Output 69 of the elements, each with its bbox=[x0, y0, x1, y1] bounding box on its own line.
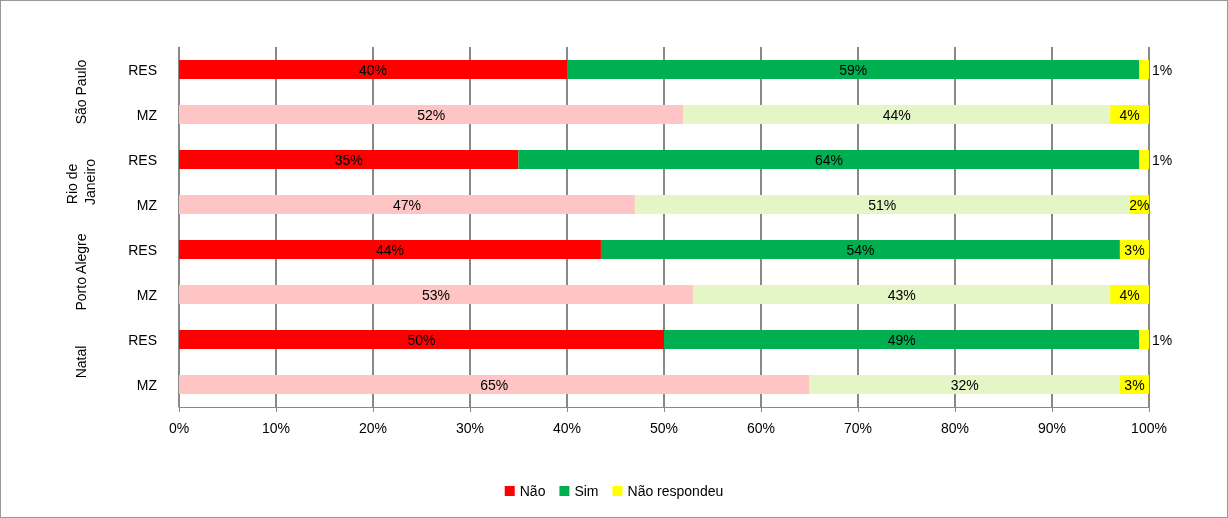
data-label: 32% bbox=[950, 376, 979, 393]
y-tick-label: RES bbox=[128, 61, 157, 78]
bar bbox=[1139, 330, 1149, 349]
data-label: 54% bbox=[846, 241, 875, 258]
x-tick-label: 70% bbox=[843, 420, 873, 436]
x-tick-label: 30% bbox=[455, 420, 485, 436]
x-tick-label: 100% bbox=[1131, 420, 1167, 436]
bar bbox=[664, 330, 1140, 349]
bar bbox=[179, 105, 684, 124]
data-label: 1% bbox=[1152, 331, 1173, 348]
x-tick-label: 90% bbox=[1037, 420, 1067, 436]
bar bbox=[1139, 60, 1149, 79]
bar bbox=[179, 285, 694, 304]
y-tick-label: MZ bbox=[136, 376, 158, 393]
bar bbox=[179, 195, 635, 214]
data-label: 43% bbox=[887, 286, 916, 303]
data-label: 65% bbox=[480, 376, 509, 393]
data-label: 52% bbox=[417, 106, 446, 123]
x-tick-label: 80% bbox=[940, 420, 970, 436]
data-label: 53% bbox=[422, 286, 451, 303]
text: Natal bbox=[73, 345, 89, 379]
bar bbox=[518, 150, 1140, 169]
y-tick-label: RES bbox=[128, 151, 157, 168]
text: Rio de Janeiro bbox=[64, 158, 98, 205]
x-tick-label: 0% bbox=[168, 420, 190, 436]
bar bbox=[683, 105, 1111, 124]
y-tick-label: RES bbox=[128, 331, 157, 348]
bar bbox=[567, 60, 1140, 79]
text: Porto Alegre bbox=[73, 233, 89, 311]
data-label: 1% bbox=[1152, 151, 1173, 168]
data-label: 59% bbox=[839, 61, 868, 78]
legend-label: Não bbox=[519, 483, 546, 499]
bar bbox=[809, 375, 1120, 394]
data-label: 64% bbox=[814, 151, 843, 168]
bar bbox=[693, 285, 1111, 304]
x-tick-label: 10% bbox=[261, 420, 291, 436]
legend-label: Não respondeu bbox=[627, 483, 724, 499]
data-label: 1% bbox=[1152, 61, 1173, 78]
bar bbox=[179, 375, 810, 394]
bar bbox=[634, 195, 1130, 214]
y-tick-label: RES bbox=[128, 241, 157, 258]
x-tick-label: 40% bbox=[552, 420, 582, 436]
data-label: 35% bbox=[334, 151, 363, 168]
data-label: 44% bbox=[375, 241, 404, 258]
bar bbox=[179, 240, 601, 259]
data-label: 3% bbox=[1124, 241, 1145, 258]
y-tick-label: MZ bbox=[136, 106, 158, 123]
bar bbox=[179, 330, 664, 349]
data-label: 2% bbox=[1129, 196, 1150, 213]
y-tick-label: MZ bbox=[136, 196, 158, 213]
data-label: 3% bbox=[1124, 376, 1145, 393]
bar bbox=[179, 60, 567, 79]
data-label: 44% bbox=[882, 106, 911, 123]
bar bbox=[1139, 150, 1149, 169]
data-label: 4% bbox=[1119, 106, 1140, 123]
x-tick-label: 20% bbox=[358, 420, 388, 436]
data-label: 50% bbox=[407, 331, 436, 348]
x-tick-label: 50% bbox=[649, 420, 679, 436]
data-label: 49% bbox=[887, 331, 916, 348]
data-label: 47% bbox=[392, 196, 421, 213]
data-label: 4% bbox=[1119, 286, 1140, 303]
y-tick-label: MZ bbox=[136, 286, 158, 303]
x-tick-label: 60% bbox=[746, 420, 776, 436]
legend-label: Sim bbox=[574, 483, 599, 499]
bar bbox=[179, 150, 519, 169]
bar bbox=[600, 240, 1120, 259]
data-label: 51% bbox=[868, 196, 897, 213]
text: São Paulo bbox=[73, 59, 89, 125]
data-label: 40% bbox=[358, 61, 388, 78]
